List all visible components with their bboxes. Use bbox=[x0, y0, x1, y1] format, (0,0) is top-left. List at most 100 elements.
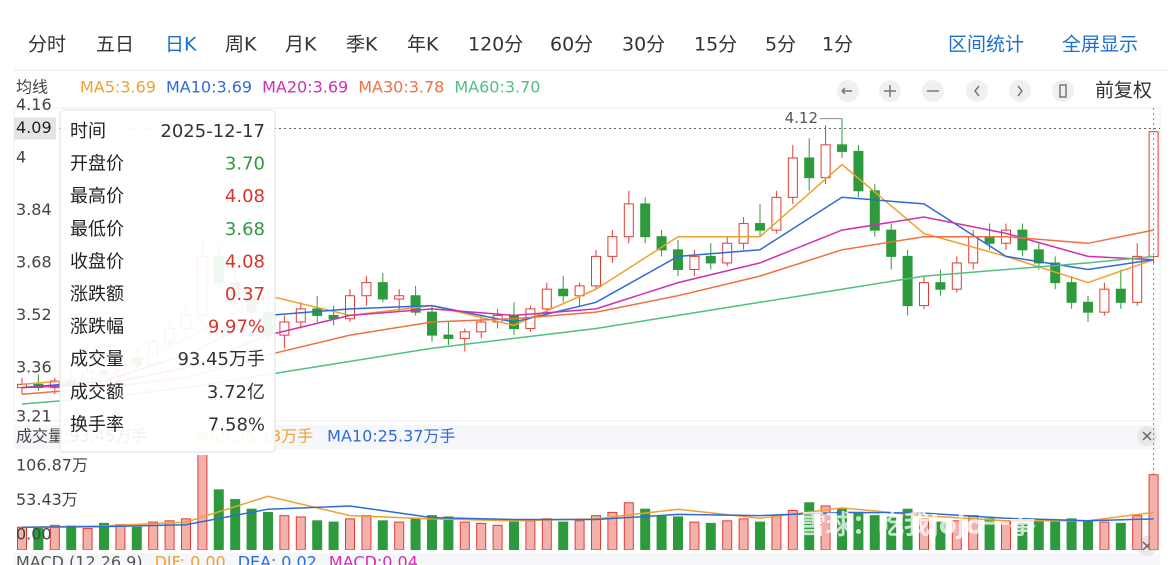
volume-bar bbox=[1017, 522, 1028, 550]
macd-label: MACD:0.04 bbox=[329, 553, 418, 565]
period-tab[interactable]: 15分 bbox=[694, 34, 737, 56]
tooltip-value: 7.58% bbox=[208, 414, 265, 435]
period-tab[interactable]: 五日 bbox=[96, 34, 134, 56]
volume-bar bbox=[213, 489, 224, 550]
volume-bar bbox=[197, 455, 208, 550]
candle-body bbox=[984, 236, 995, 244]
volume-bar bbox=[476, 522, 487, 550]
volume-bar bbox=[312, 520, 323, 550]
tooltip-label: 时间 bbox=[70, 121, 106, 142]
volume-bar bbox=[427, 515, 437, 550]
period-tab[interactable]: 月K bbox=[285, 34, 317, 56]
candle-body bbox=[1083, 301, 1093, 313]
tooltip-label: 涨跌额 bbox=[70, 284, 124, 305]
volume-bar bbox=[443, 516, 454, 550]
price-tick-label: 3.84 bbox=[16, 200, 52, 219]
candle-body bbox=[886, 229, 897, 257]
period-tab[interactable]: 分时 bbox=[28, 34, 66, 56]
volume-tick-label: 53.43万 bbox=[16, 490, 78, 509]
period-tab[interactable]: 日K bbox=[165, 34, 197, 56]
price-pane bbox=[13, 107, 1161, 422]
watermark: 雪球：吃我jojo一拳 bbox=[800, 511, 1037, 541]
volume-bar bbox=[591, 515, 601, 550]
volume-plot bbox=[17, 455, 1159, 550]
candle-body bbox=[394, 295, 405, 300]
candle-body bbox=[640, 203, 651, 238]
candle-body bbox=[771, 196, 782, 231]
candle-body bbox=[345, 295, 355, 320]
toolbar-icons bbox=[837, 80, 1074, 102]
candle-body bbox=[1132, 255, 1143, 303]
volume-bar bbox=[164, 520, 175, 550]
tooltip-label: 最高价 bbox=[70, 186, 124, 207]
candle-body bbox=[607, 236, 618, 257]
volume-bar bbox=[230, 499, 241, 550]
candle-body bbox=[427, 311, 437, 336]
candle-body bbox=[1066, 282, 1077, 303]
period-tab[interactable]: 季K bbox=[346, 34, 378, 56]
period-tab[interactable]: 年K bbox=[407, 34, 439, 56]
price-tick-label: 4.16 bbox=[16, 95, 52, 114]
candle-body bbox=[869, 190, 880, 231]
macd-header bbox=[14, 553, 1160, 565]
volume-tick-label: 106.87万 bbox=[16, 456, 88, 475]
price-tick-label: 3.21 bbox=[16, 407, 52, 426]
candle-body bbox=[623, 203, 634, 238]
adjust-mode[interactable]: 前复权 bbox=[1095, 80, 1152, 102]
volume-bar bbox=[295, 516, 306, 550]
volume-bar bbox=[82, 528, 93, 550]
candle-body bbox=[919, 282, 929, 307]
period-tab[interactable]: 30分 bbox=[622, 34, 665, 56]
volume-bar bbox=[1083, 520, 1093, 550]
tooltip-value: 4.08 bbox=[225, 186, 265, 207]
tooltip-value: 93.45万手 bbox=[177, 349, 265, 370]
toolbar-action[interactable]: 区间统计 bbox=[948, 34, 1024, 56]
volume-bar bbox=[820, 505, 831, 550]
tooltip-value: 3.70 bbox=[225, 154, 265, 175]
candle-body bbox=[1115, 288, 1126, 303]
volume-bar bbox=[345, 518, 355, 550]
candle-body bbox=[279, 321, 290, 336]
period-tab[interactable]: 1分 bbox=[822, 34, 853, 56]
volume-bar bbox=[607, 511, 618, 550]
candle-body bbox=[853, 150, 864, 192]
toolbar-action[interactable]: 全屏显示 bbox=[1062, 34, 1138, 56]
tooltip-label: 最低价 bbox=[70, 219, 124, 240]
volume-bar bbox=[394, 521, 405, 550]
price-tick-label: 3.36 bbox=[16, 357, 52, 376]
ma-title: 均线 bbox=[16, 78, 48, 97]
tooltip-label: 成交量 bbox=[70, 349, 124, 370]
candle-body bbox=[673, 249, 683, 271]
volume-bar bbox=[722, 520, 733, 550]
volume-bar bbox=[574, 520, 585, 550]
volume-bar bbox=[410, 518, 421, 550]
volume-bar bbox=[1033, 520, 1044, 550]
volume-bar bbox=[787, 509, 798, 550]
tooltip-value: 0.37 bbox=[225, 284, 265, 305]
volume-bar bbox=[689, 521, 700, 550]
period-tab[interactable]: 5分 bbox=[765, 34, 796, 56]
volume-bar bbox=[558, 521, 569, 550]
volume-bar bbox=[509, 521, 519, 550]
tooltip-value: 4.08 bbox=[225, 251, 265, 272]
volume-bar bbox=[181, 518, 191, 550]
candle-body bbox=[377, 282, 388, 300]
volume-bar bbox=[1050, 521, 1061, 550]
candle-body bbox=[705, 255, 716, 264]
volume-bar bbox=[935, 521, 946, 550]
candle-body bbox=[1099, 288, 1110, 313]
volume-bar bbox=[66, 525, 77, 550]
volume-bar bbox=[541, 518, 552, 550]
volume-bar bbox=[99, 522, 109, 550]
period-tab[interactable]: 120分 bbox=[468, 34, 523, 56]
candle-body bbox=[787, 157, 798, 198]
period-tab[interactable]: 周K bbox=[225, 34, 257, 56]
tooltip-label: 收盘价 bbox=[70, 251, 124, 272]
macd-label: MACD (12,26,9) bbox=[16, 553, 143, 565]
ma-legend: MA20:3.69 bbox=[262, 78, 348, 97]
period-tab[interactable]: 60分 bbox=[550, 34, 593, 56]
volume-bar bbox=[279, 515, 290, 550]
candle-body bbox=[1033, 249, 1044, 264]
candle-body bbox=[689, 255, 700, 271]
